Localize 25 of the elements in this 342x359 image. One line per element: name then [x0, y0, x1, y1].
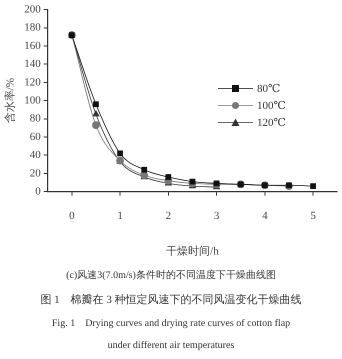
caption: 图 1 棉瓣在 3 种恒定风速下的不同风温变化干燥曲线: [39, 292, 303, 307]
caption: Fig. 1 Drying curves and drying rate curves of cotton flap under different air temperatures: [50, 317, 292, 353]
x-tick-label: 4: [262, 210, 268, 222]
legend-label: 120℃: [257, 116, 286, 129]
y-tick-label: 100: [24, 94, 42, 106]
y-tick-label: 200: [24, 3, 42, 16]
legend-label: 80℃: [257, 82, 280, 95]
x-tick-label: 3: [214, 210, 220, 222]
y-tick-label: 80: [30, 112, 42, 125]
y-tick-label: 140: [24, 58, 42, 70]
text: (c)风速3(7.0m/s)条件时的不同温度下干燥曲线图: [65, 268, 277, 282]
y-tick-label: 180: [24, 22, 42, 34]
x-tick-label: 2: [166, 210, 172, 222]
y-tick-label: 20: [30, 167, 42, 180]
x-tick-label: 1: [117, 210, 123, 222]
x-axis-title: 干燥时间/h: [166, 244, 220, 258]
legend-label: 100℃: [257, 99, 286, 112]
y-axis-title: 含水率/%: [3, 78, 16, 124]
y-tick-label: 60: [30, 130, 42, 143]
y-tick-label: 120: [24, 76, 42, 88]
y-tick-label: 0: [35, 185, 42, 198]
y-tick-label: 160: [24, 40, 42, 52]
y-tick-label: 40: [30, 149, 42, 162]
x-tick-label: 5: [310, 210, 316, 222]
x-tick-label: 0: [69, 210, 76, 222]
